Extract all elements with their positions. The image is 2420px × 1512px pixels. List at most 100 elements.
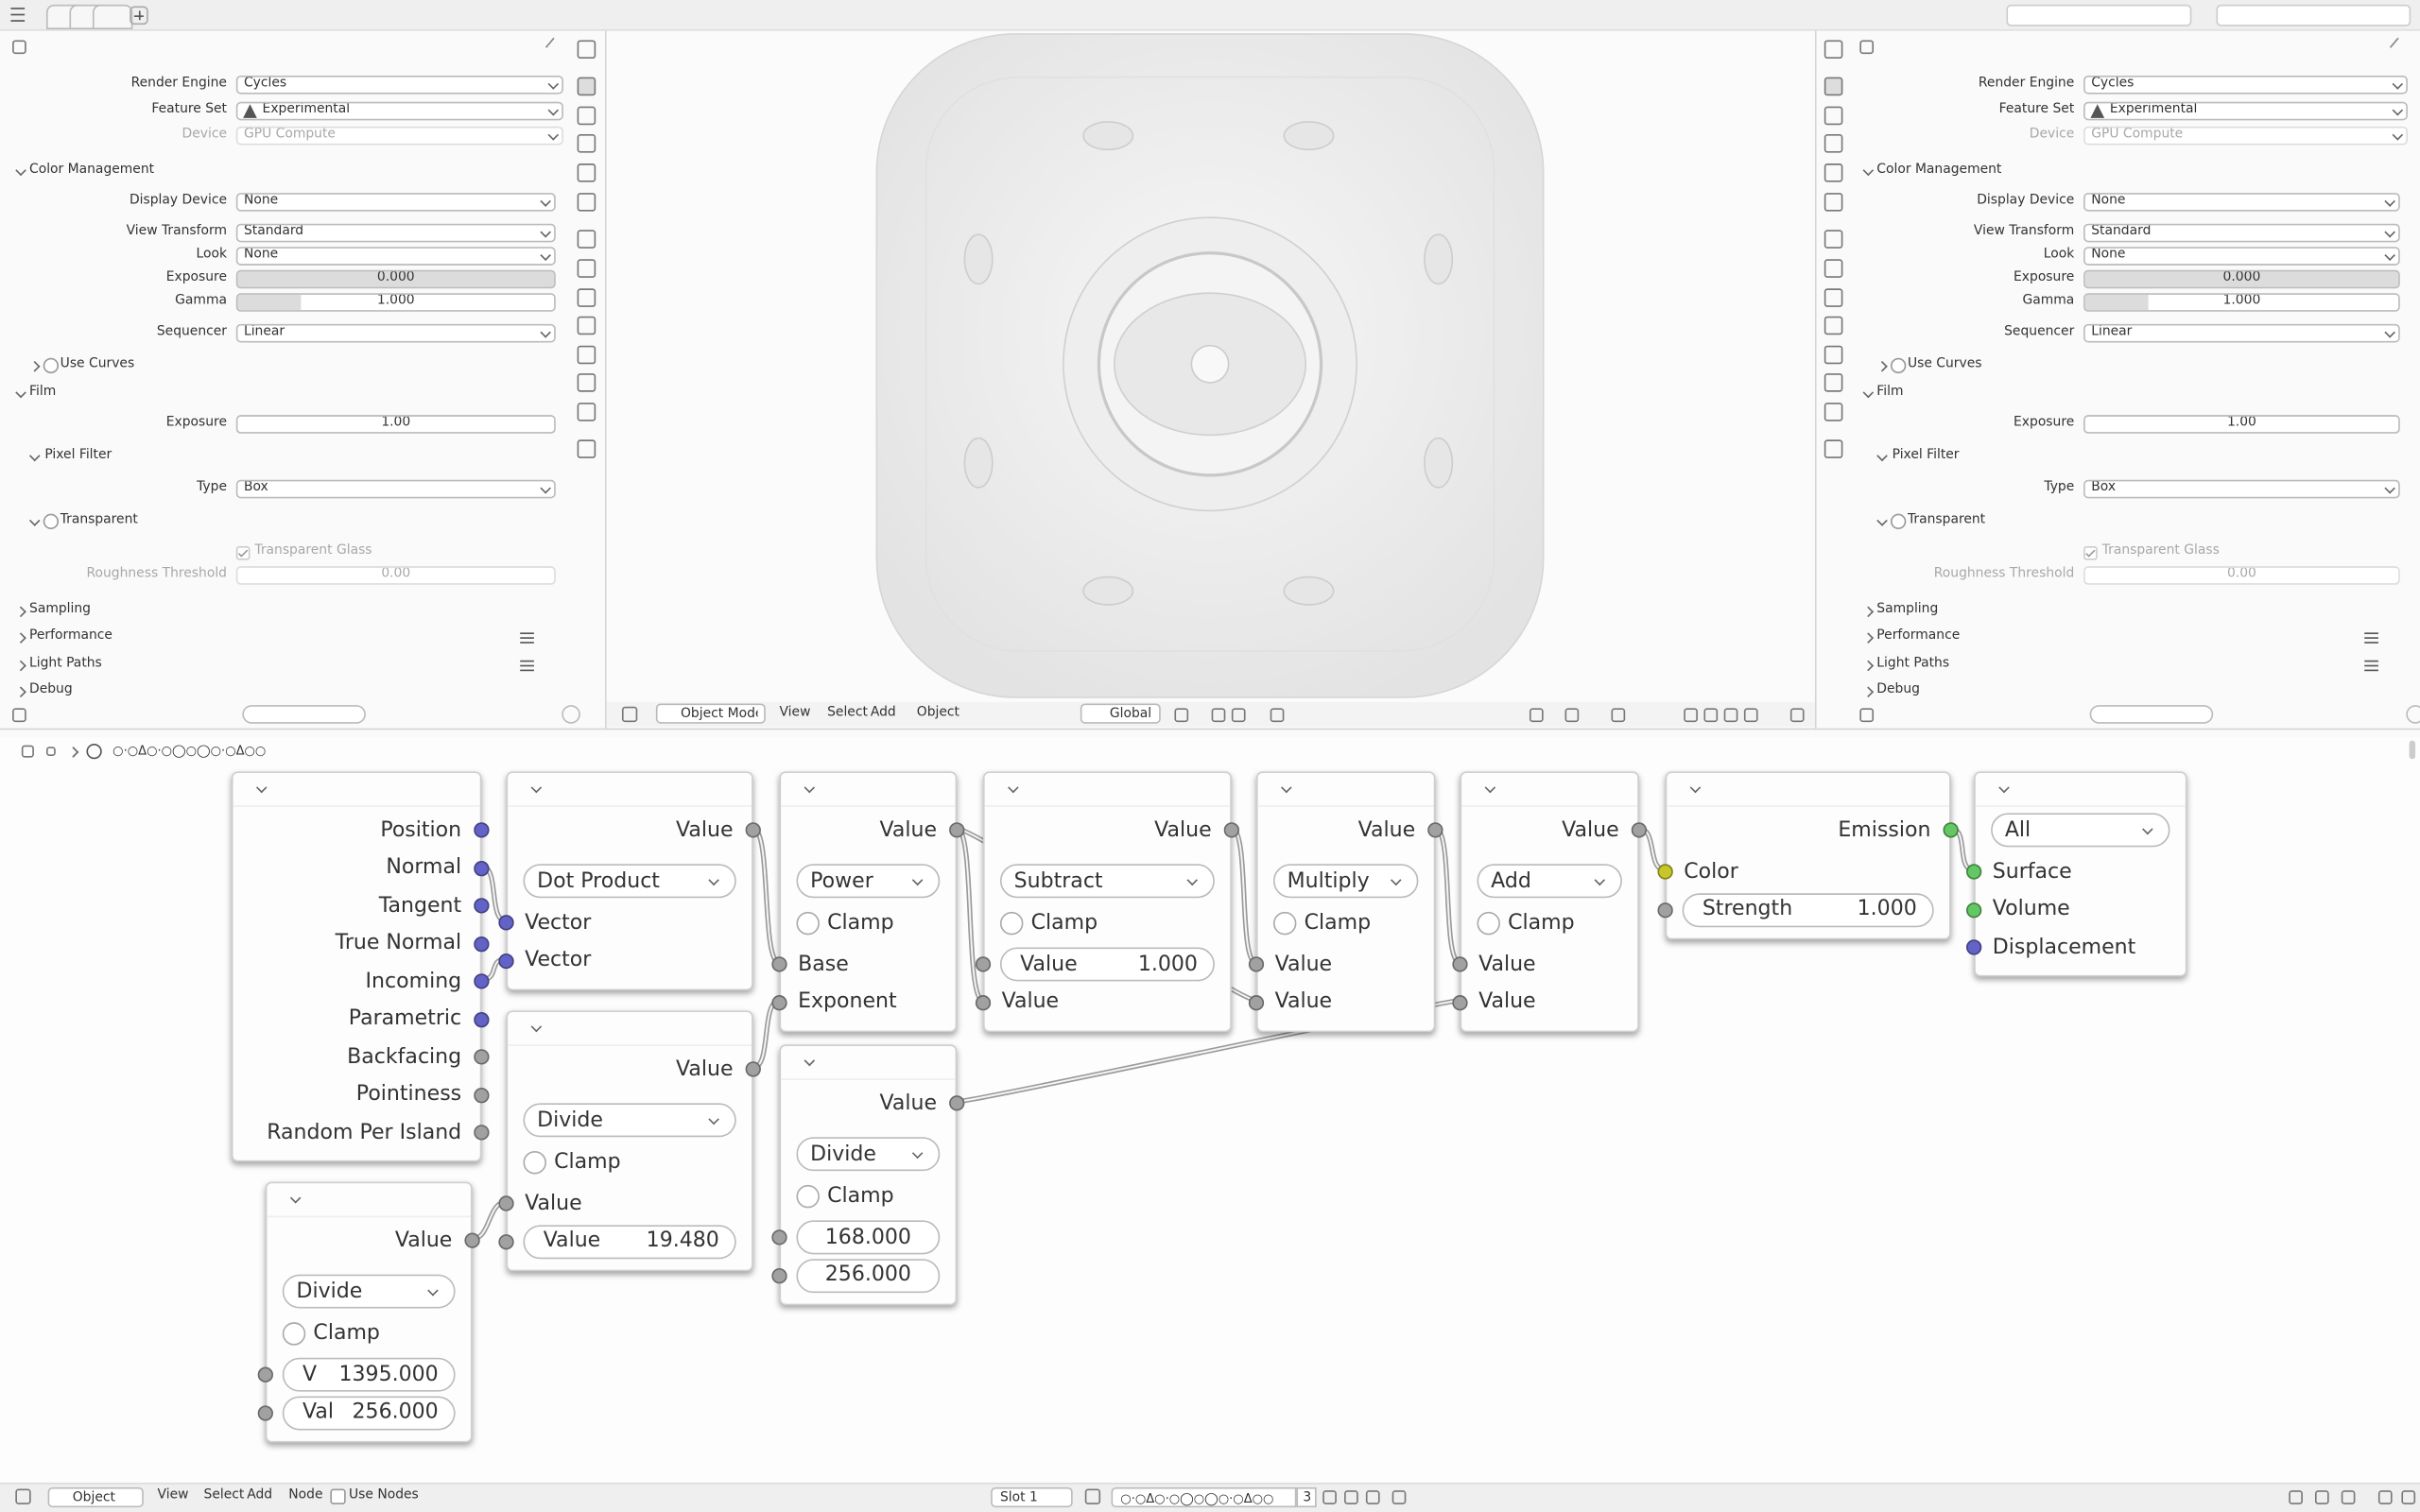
property-dropdown[interactable]: Cycles [2083,76,2408,94]
check-label[interactable]: Clamp [1508,909,1575,935]
socket[interactable] [771,994,787,1010]
property-dropdown[interactable]: Standard [2083,223,2400,243]
node-field[interactable]: Val 256.000 [282,1395,456,1430]
workspace-tab[interactable] [92,4,133,30]
node-dropdown[interactable]: Divide [523,1103,736,1138]
property-dropdown[interactable]: GPU Compute [235,126,563,146]
dropdown-value[interactable]: Box [2091,479,2117,496]
property-slider[interactable]: 1.000 [2083,293,2400,312]
socket[interactable] [474,936,490,952]
chevron-down[interactable] [708,1113,719,1125]
chevron-down[interactable] [530,1021,543,1033]
menu-item[interactable]: View [157,1486,189,1503]
node[interactable]: All Surface Volume Displacement [1966,771,2187,977]
socket[interactable] [975,994,992,1010]
check-label[interactable]: Clamp [827,1182,894,1208]
socket[interactable] [1966,902,1982,918]
checkbox[interactable] [1891,513,1907,529]
editor-type[interactable] [1858,707,1874,722]
chevron-down[interactable] [1281,782,1292,794]
panel-icon[interactable] [11,39,26,54]
check-label[interactable]: Clamp [1030,909,1098,935]
socket[interactable] [474,1087,490,1103]
node-field[interactable]: Strength 1.000 [1682,892,1934,927]
properties-tab[interactable] [1824,288,1843,307]
properties-tab[interactable] [1824,134,1843,153]
section-header[interactable]: Film [1876,384,1904,400]
dropdown-value[interactable]: GPU Compute [243,126,336,143]
dropdown-value[interactable]: GPU Compute [2091,126,2184,143]
chevron-down[interactable] [2142,823,2153,835]
socket[interactable] [498,953,514,969]
socket[interactable] [1657,902,1673,918]
slot-label[interactable]: Slot 1 [999,1489,1038,1505]
node[interactable]: Value Divide Clamp V 1395.000 Val 256.000 [257,1181,480,1442]
property-dropdown[interactable]: Box [2083,479,2400,499]
socket[interactable] [498,1233,514,1249]
properties-tab[interactable] [1824,163,1843,182]
clamp-checkbox[interactable] [796,911,820,936]
header-button[interactable] [1343,1489,1357,1504]
properties-tab[interactable] [1824,345,1843,365]
dropdown-label[interactable]: Power [810,868,873,893]
socket[interactable] [975,956,992,972]
properties-tab[interactable] [577,106,596,126]
properties-tab[interactable] [577,259,596,278]
node[interactable]: Value Divide Clamp 168.000 256.000 [771,1044,965,1305]
subsection-header[interactable]: Pixel Filter [1892,447,1960,463]
check-label[interactable]: Clamp [1304,909,1372,935]
section-header[interactable]: Color Management [1876,162,2002,178]
properties-tab[interactable] [577,288,596,307]
node-dropdown[interactable]: All [1991,813,2170,848]
clamp-checkbox[interactable] [796,1184,820,1209]
property-dropdown[interactable]: Experimental [235,101,563,121]
slider-value[interactable]: 1.000 [2222,293,2261,309]
field-value[interactable]: 1.000 [1857,896,1917,921]
properties-tab[interactable] [577,40,596,60]
section-header[interactable]: Sampling [1876,601,1939,618]
field-value[interactable]: 0.00 [381,566,411,582]
chevron-down[interactable] [804,1055,816,1067]
dropdown-label[interactable]: All [2004,816,2031,842]
chevron-down[interactable] [911,1147,924,1160]
section-header[interactable]: Debug [1876,681,1920,698]
editor-type[interactable] [621,706,638,723]
property-field[interactable]: 0.00 [235,566,556,585]
socket[interactable] [1657,864,1673,880]
menu-item[interactable]: Select [203,1486,245,1503]
clamp-checkbox[interactable] [282,1322,306,1346]
property-dropdown[interactable]: Linear [235,323,556,343]
field-label[interactable]: Strength [1702,896,1793,921]
properties-tab[interactable] [1824,316,1843,335]
header-button[interactable] [1683,707,1698,722]
dropdown-value[interactable]: Box [243,479,268,496]
scene-selector[interactable] [2006,4,2192,26]
socket[interactable] [1943,822,1959,838]
clamp-checkbox[interactable] [1477,911,1500,936]
slider-value[interactable]: 0.000 [2222,269,2261,286]
socket[interactable] [474,1049,490,1065]
section-header[interactable]: Performance [29,627,112,644]
properties-tab[interactable] [577,403,596,421]
socket[interactable] [464,1232,480,1248]
dropdown-label[interactable]: Add [1491,868,1531,893]
header-button[interactable] [2314,1489,2328,1504]
node-field[interactable]: 168.000 [796,1220,941,1255]
property-dropdown[interactable]: Experimental [2083,101,2408,121]
slider-value[interactable]: 1.000 [376,293,415,309]
dropdown-value[interactable]: None [243,247,279,263]
properties-tab[interactable] [1824,77,1843,96]
node[interactable]: Value Add Clamp Value Value [1452,771,1648,1032]
section-header[interactable]: Performance [1876,627,1961,644]
socket[interactable] [474,898,490,914]
editor-label[interactable]: Object [72,1489,115,1505]
section-header[interactable]: Film [29,384,57,400]
header-button[interactable] [1231,707,1245,722]
chevron-down[interactable] [1998,782,2010,794]
header-button[interactable] [1391,1489,1406,1504]
property-dropdown[interactable]: GPU Compute [2083,126,2408,146]
transform-icon[interactable] [45,747,56,756]
socket[interactable] [949,1095,965,1111]
mode-dropdown[interactable]: Object Mode [655,703,766,724]
editor-type[interactable] [11,707,26,722]
